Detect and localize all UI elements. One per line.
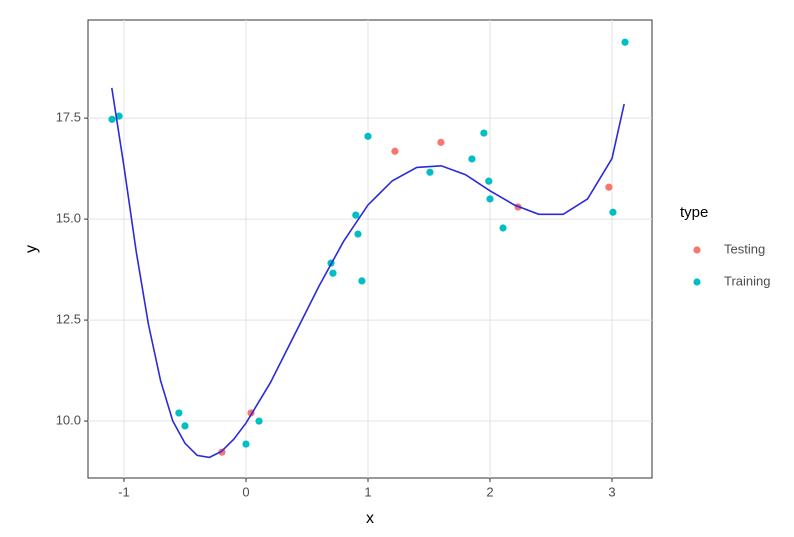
point — [499, 224, 507, 232]
point — [480, 129, 488, 137]
point — [175, 409, 183, 417]
legend-label: Testing — [724, 241, 765, 256]
point — [255, 417, 263, 425]
x-tick-label: 1 — [364, 484, 371, 499]
legend-title: type — [680, 204, 708, 221]
point — [329, 269, 337, 277]
point — [485, 177, 493, 185]
point — [609, 208, 617, 216]
point — [358, 277, 366, 285]
legend-marker — [693, 246, 701, 254]
x-axis-title: x — [366, 510, 374, 527]
plot-panel — [87, 19, 653, 479]
point — [218, 448, 226, 456]
legend-marker — [693, 278, 701, 286]
x-tick-label: 2 — [486, 484, 493, 499]
point — [181, 422, 189, 430]
fit-curve — [110, 87, 625, 459]
point — [605, 183, 613, 191]
y-tick-label: 17.5 — [56, 110, 81, 125]
point — [621, 38, 629, 46]
point — [426, 168, 434, 176]
point — [352, 211, 360, 219]
point — [391, 147, 399, 155]
y-tick-label: 12.5 — [56, 312, 81, 327]
y-tick-label: 10.0 — [56, 412, 81, 427]
point — [242, 440, 250, 448]
point — [115, 112, 123, 120]
point — [486, 195, 494, 203]
point — [108, 115, 116, 123]
point — [364, 132, 372, 140]
y-tick-label: 15.0 — [56, 211, 81, 226]
x-tick-label: 3 — [608, 484, 615, 499]
legend-label: Training — [724, 273, 770, 288]
x-tick-label: 0 — [242, 484, 249, 499]
point — [468, 155, 476, 163]
point — [437, 138, 445, 146]
point — [354, 230, 362, 238]
x-tick-label: -1 — [118, 484, 130, 499]
y-axis-title: y — [23, 245, 40, 253]
